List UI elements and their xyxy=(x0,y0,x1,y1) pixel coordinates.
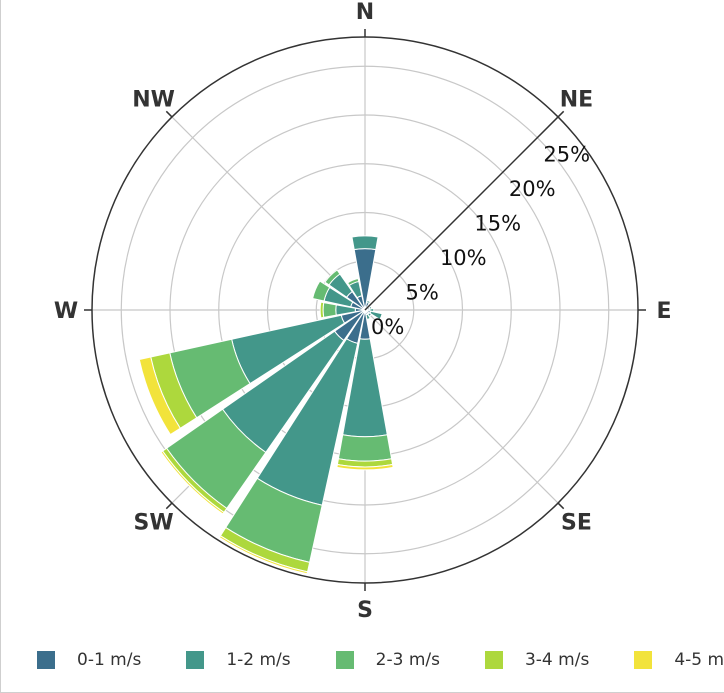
wedge-SW-series-4 xyxy=(160,450,225,515)
wedge-NNE-series-1 xyxy=(366,299,371,305)
radial-tick-label-5: 5% xyxy=(405,281,438,305)
legend-label-3-4: 3-4 m/s xyxy=(524,650,590,670)
wedge-NW-series-2 xyxy=(324,269,341,286)
legend-swatch-2-3 xyxy=(335,651,354,669)
compass-label-E: E xyxy=(656,299,671,324)
compass-label-NW: NW xyxy=(132,88,175,113)
legend-item-4-5[interactable]: 4-5 m/s xyxy=(634,650,724,670)
legend-label-1-2: 1-2 m/s xyxy=(226,650,291,670)
compass-label-N: N xyxy=(356,0,374,25)
radial-tick-label-10: 10% xyxy=(440,246,487,270)
compass-label-SE: SE xyxy=(561,510,592,535)
legend-item-2-3[interactable]: 2-3 m/s xyxy=(335,650,440,670)
wedge-WSW-series-4 xyxy=(138,356,181,436)
legend-swatch-3-4 xyxy=(484,651,503,669)
grid-spoke-SE xyxy=(364,309,559,504)
compass-label-W: W xyxy=(54,299,78,324)
radial-tick-label-0: 0% xyxy=(371,315,404,339)
radial-tick-label-20: 20% xyxy=(509,177,556,201)
wedge-WNW-series-2 xyxy=(312,280,331,302)
radial-axis-line xyxy=(364,116,559,311)
radial-tick-label-25: 25% xyxy=(543,143,590,167)
compass-tick-NE xyxy=(557,110,565,118)
legend-item-3-4[interactable]: 3-4 m/s xyxy=(484,650,590,670)
legend-swatch-1-2 xyxy=(186,651,205,669)
wedge-N-series-1 xyxy=(351,235,379,251)
legend-label-4-5: 4-5 m/s xyxy=(674,650,724,670)
compass-label-NE: NE xyxy=(560,88,593,113)
wind-rose-chart: 0%5%10% 15% 20% 25% N NE E SE S SW W NW xyxy=(54,0,672,623)
radial-tick-label-15: 15% xyxy=(474,212,521,236)
compass-tick-SW xyxy=(165,502,173,510)
legend-label-0-1: 0-1 m/s xyxy=(77,650,142,670)
compass-tick-NW xyxy=(165,110,173,118)
legend-item-0-1[interactable]: 0-1 m/s xyxy=(37,650,141,670)
wedge-W-series-3 xyxy=(319,301,325,319)
legend-label-2-3: 2-3 m/s xyxy=(375,650,440,670)
wedge-S-series-2 xyxy=(337,434,393,462)
compass-tick-SE xyxy=(557,502,565,510)
legend-item-1-2[interactable]: 1-2 m/s xyxy=(186,650,291,670)
compass-label-SW: SW xyxy=(134,510,174,535)
wedge-W-series-2 xyxy=(322,302,337,318)
wedge-SSW-series-4 xyxy=(218,535,309,575)
legend: 0-1 m/s 1-2 m/s 2-3 m/s 3-4 m/s 4-5 m/s xyxy=(1,640,724,680)
compass-label-S: S xyxy=(357,598,373,623)
legend-swatch-4-5 xyxy=(634,651,653,669)
wedge-S-series-4 xyxy=(336,463,394,471)
legend-swatch-0-1 xyxy=(37,651,55,669)
wedge-NNW-series-2 xyxy=(346,277,360,287)
